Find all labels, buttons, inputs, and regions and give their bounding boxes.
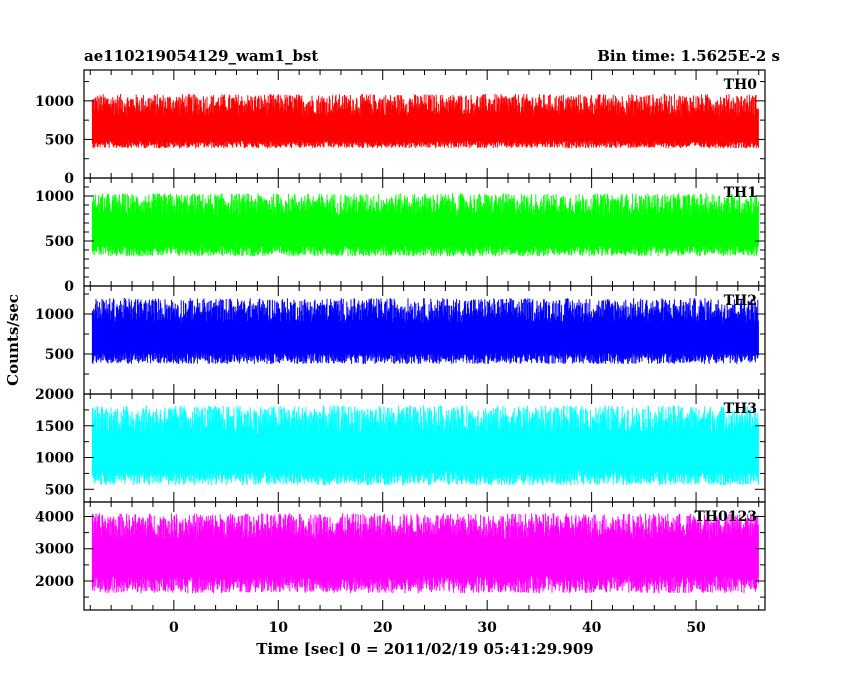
y-tick-label: 0 xyxy=(64,171,74,187)
panel-label-th0: TH0 xyxy=(724,77,758,93)
panel-th2: 500 1000 TH2 xyxy=(35,285,766,395)
panel-th0: 0 500 1000 TH0 xyxy=(35,69,766,187)
x-tick-label: 0 xyxy=(169,620,179,636)
panel-label-th0123: TH0123 xyxy=(694,509,757,525)
series-th3 xyxy=(91,405,759,486)
series-th2 xyxy=(91,298,759,364)
panel-label-th2: TH2 xyxy=(724,293,757,309)
y-tick-label: 500 xyxy=(45,234,74,250)
series-th1 xyxy=(91,193,759,257)
panel-th3: 500 1000 1500 2000 TH3 xyxy=(35,387,766,503)
y-tick-label: 500 xyxy=(45,482,74,498)
panel-th0123: 2000 3000 4000 TH0123 xyxy=(35,501,766,611)
y-tick-label: 0 xyxy=(64,279,74,295)
y-tick-label: 2000 xyxy=(35,574,74,590)
x-tick-label: 50 xyxy=(686,620,706,636)
bin-time-label: Bin time: 1.5625E-2 s xyxy=(597,47,780,65)
panel-label-th3: TH3 xyxy=(724,401,757,417)
y-tick-label: 1000 xyxy=(35,451,74,467)
panel-label-th1: TH1 xyxy=(724,185,757,201)
y-tick-label: 500 xyxy=(45,347,74,363)
x-tick-label: 30 xyxy=(477,620,497,636)
x-tick-label: 40 xyxy=(582,620,602,636)
y-tick-label: 4000 xyxy=(35,510,74,526)
y-tick-label: 2000 xyxy=(35,387,74,403)
x-tick-label: 10 xyxy=(269,620,289,636)
panels-group: 0 500 1000 TH0 0 500 1000 TH1 500 1000 TH2 500 1000 1… xyxy=(35,69,766,611)
y-tick-label: 3000 xyxy=(35,542,74,558)
y-tick-label: 1500 xyxy=(35,419,74,435)
y-tick-label: 1000 xyxy=(35,94,74,110)
y-tick-label: 1000 xyxy=(35,307,74,323)
y-tick-label: 500 xyxy=(45,132,74,148)
series-th0123 xyxy=(91,513,759,594)
series-th0 xyxy=(91,93,759,149)
x-axis: 0 10 20 30 40 50 xyxy=(169,620,706,636)
panel-th1: 0 500 1000 TH1 xyxy=(35,177,766,295)
y-tick-label: 1000 xyxy=(35,189,74,205)
chart-title: ae110219054129_wam1_bst xyxy=(84,47,318,65)
y-axis-label: Counts/sec xyxy=(4,294,22,386)
x-tick-label: 20 xyxy=(373,620,393,636)
x-axis-label: Time [sec] 0 = 2011/02/19 05:41:29.909 xyxy=(256,640,593,658)
